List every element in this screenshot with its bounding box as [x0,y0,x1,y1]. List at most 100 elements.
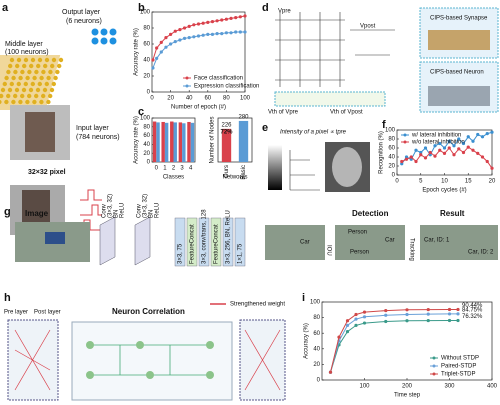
middle-neuron [13,93,18,99]
y-tick-label: 100 [385,128,396,134]
output-neuron [100,28,108,36]
car [45,232,65,244]
point [476,151,480,155]
middle-neuron [4,75,9,81]
label: Vth of Vpre [268,110,299,116]
output-neuron [91,37,99,45]
point [461,150,466,155]
detection-image [265,225,325,260]
point [238,15,242,19]
layer-label: ReLU [155,203,161,218]
middle-neuron [41,69,46,75]
x-tick-label: 40 [186,96,193,102]
bar [238,120,249,162]
point [206,20,210,24]
legend-marker [432,372,436,376]
point [215,19,219,23]
legend-marker [432,356,436,360]
legend-marker [403,140,407,144]
output-neuron [109,37,117,45]
series-line [330,309,458,373]
annotation: 84.75% [462,307,483,313]
middle-neuron [42,87,48,93]
y-tick-label: 40 [313,346,320,352]
middle-neuron [13,69,18,75]
panel-label: f [382,119,386,131]
y-tick-label: 0 [147,90,151,96]
point [400,162,404,166]
point [447,139,451,143]
x-axis-label: Classes [163,175,184,181]
label: Detection [352,209,389,218]
layer-label: Conv [102,204,108,218]
face [332,147,362,187]
point [169,42,173,46]
point [442,146,447,150]
point [362,321,367,325]
middle-neuron [6,69,11,75]
middle-neuron [14,87,20,93]
point [485,159,489,164]
label: Middle layer [5,41,43,48]
block-label: FeatureConcat [190,224,196,264]
y-tick-label: 40 [143,142,150,148]
label: (6 neurons) [66,18,102,25]
point [433,144,437,148]
x-tick-label: 10 [441,179,448,185]
middle-neuron [46,75,51,81]
point [419,153,423,157]
point [220,18,224,22]
middle-neuron [35,87,41,93]
legend-label: Paired-STDP [441,364,476,370]
point [409,155,413,159]
middle-neuron [4,99,9,105]
block [186,217,198,267]
point [164,36,168,40]
plot-frame [151,11,246,93]
point [471,148,475,152]
neuron [136,341,144,349]
y-axis-label: Accuracy rate (%) [134,116,140,164]
middle-neuron [46,99,51,105]
point [224,31,228,35]
middle-neuron [2,81,7,87]
block [222,217,234,267]
point [178,28,182,32]
label: Tracking [408,238,414,261]
point [426,318,430,323]
output-neuron [91,28,99,36]
middle-neuron [11,75,16,81]
middle-neuron [41,93,46,99]
middle-neuron [7,87,13,93]
y-axis-label: Accuracy rate (%) [134,28,140,76]
panel-label: g [4,206,11,218]
block [210,217,222,267]
bar [178,122,183,162]
point [480,155,485,159]
legend-label: w/o lateral inhibition [411,140,465,146]
x-tick-label: 1 [163,166,167,172]
middle-neuron [8,63,13,69]
x-tick-label: 2 [172,166,176,172]
middle-neuron [6,93,11,99]
box-label: Car [300,240,310,246]
middle-neuron [27,69,32,75]
bar [187,121,191,162]
x-tick-label: 60 [204,96,211,102]
middle-neuron [25,99,30,105]
point [345,330,350,334]
y-tick-label: 20 [143,74,150,80]
point [405,308,409,312]
point [447,318,452,323]
panel-a-art [0,55,102,235]
middle-neuron [27,93,32,99]
panel-label: h [4,292,11,304]
output-neuron [109,28,117,36]
x-tick-label: 80 [223,96,230,102]
label: IOU [325,245,331,256]
point [201,33,205,37]
middle-neuron [51,57,57,63]
id-label: Car, ID: 2 [468,250,494,256]
value-label: 280 [238,115,249,121]
